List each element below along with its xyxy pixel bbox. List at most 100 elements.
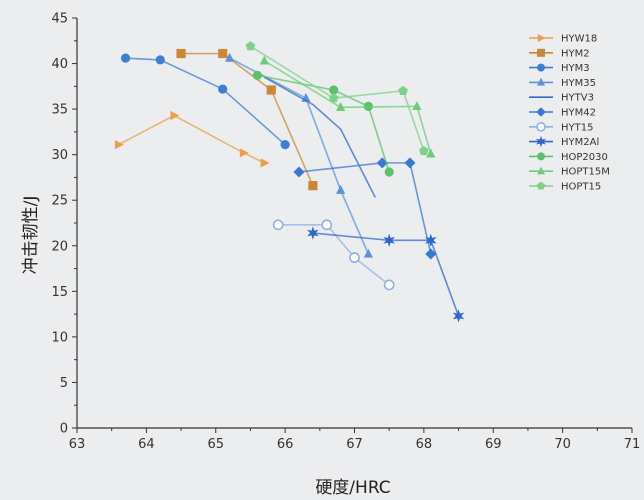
series-hym2al	[307, 226, 465, 323]
legend-label: HYM42	[561, 108, 596, 119]
y-tick-label: 40	[51, 57, 68, 72]
legend-marker	[537, 166, 545, 175]
data-point	[404, 157, 416, 169]
y-tick-label: 45	[51, 12, 68, 27]
data-point	[308, 181, 318, 191]
data-point	[260, 158, 270, 168]
data-point	[120, 53, 131, 63]
series-line	[298, 162, 432, 255]
legend-item: HOPT15M	[529, 166, 610, 178]
legend-label: HYW18	[561, 34, 597, 45]
data-point	[383, 233, 395, 247]
data-point	[170, 110, 180, 121]
series-hop2030	[252, 70, 394, 177]
data-point	[280, 140, 290, 150]
legend-item: HYM42	[529, 107, 596, 119]
data-point	[425, 248, 437, 260]
legend-label: HYTV3	[561, 93, 594, 104]
series-line	[250, 45, 425, 152]
legend-marker	[537, 77, 545, 86]
y-tick-label: 20	[51, 239, 68, 254]
x-tick-label: 69	[485, 437, 502, 452]
series-hopt15	[245, 41, 429, 156]
data-point	[426, 148, 436, 158]
x-ticks: 63 64 65 66 67 68 69 70 71	[69, 428, 640, 452]
data-point	[425, 233, 437, 247]
data-point	[329, 85, 339, 95]
legend: HYW18 HYM2 HYM3 HYM35 HYTV3 HYM42 HYT15 HYM2Al H…	[529, 34, 610, 193]
data-point	[245, 41, 256, 51]
series-line	[278, 224, 390, 286]
legend-item: HYM3	[529, 63, 590, 74]
data-point	[349, 252, 360, 264]
legend-label: HYM2Al	[561, 137, 599, 148]
y-tick-label: 0	[60, 422, 68, 437]
series-hopt15m	[259, 55, 436, 158]
legend-item: HYM2	[529, 48, 590, 59]
legend-marker	[537, 63, 545, 72]
x-axis-label: 硬度/HRC	[315, 478, 390, 498]
x-tick-label: 63	[69, 437, 86, 452]
legend-item: HYT15	[529, 122, 593, 133]
series-line	[257, 74, 390, 173]
series-hytv3	[260, 72, 377, 203]
data-point	[383, 279, 395, 291]
data-point	[225, 52, 235, 62]
x-tick-label: 68	[416, 437, 433, 452]
legend-marker	[537, 34, 546, 42]
legend-item: HYM35	[529, 77, 596, 89]
y-ticks: 0 5 10 15 20 25 30 35 40 45	[51, 12, 77, 437]
legend-marker	[536, 181, 546, 190]
legend-item: HYTV3	[529, 93, 594, 104]
x-tick-label: 64	[138, 437, 155, 452]
series-hym3	[120, 53, 290, 150]
legend-marker	[535, 135, 547, 148]
data-point	[376, 157, 388, 169]
legend-label: HOP2030	[561, 152, 608, 163]
data-point	[259, 55, 269, 65]
legend-item: HOP2030	[529, 152, 608, 163]
data-point	[336, 184, 346, 194]
legend-label: HYM2	[561, 48, 590, 59]
legend-label: HOPT15	[561, 182, 601, 193]
x-tick-label: 70	[554, 437, 571, 452]
data-point	[384, 167, 394, 177]
y-tick-label: 35	[51, 103, 68, 118]
series-hyw18	[114, 110, 270, 168]
data-point	[239, 148, 249, 158]
series-layer	[114, 41, 465, 323]
data-point	[412, 101, 422, 111]
series-hym2	[176, 48, 318, 191]
data-point	[176, 48, 186, 59]
legend-item: HYW18	[529, 34, 597, 45]
data-point	[307, 226, 319, 240]
series-hym42	[293, 157, 437, 260]
x-tick-label: 67	[346, 437, 363, 452]
series-hyt15	[272, 219, 395, 291]
data-point	[114, 140, 124, 150]
data-point	[363, 248, 373, 258]
x-tick-label: 66	[277, 437, 294, 452]
series-line	[263, 76, 377, 198]
data-point	[293, 166, 305, 178]
y-tick-label: 25	[51, 194, 68, 209]
data-point	[328, 93, 339, 103]
x-tick-label: 65	[207, 437, 224, 452]
legend-item: HOPT15	[529, 182, 601, 193]
series-line	[263, 60, 432, 154]
legend-label: HYM35	[561, 78, 596, 89]
data-point	[266, 85, 276, 95]
data-point	[398, 85, 408, 95]
data-point	[336, 102, 346, 111]
data-point	[252, 70, 262, 80]
data-point	[218, 48, 228, 59]
data-point	[155, 55, 165, 65]
legend-label: HYT15	[561, 122, 593, 133]
legend-marker	[536, 107, 546, 117]
series-line	[118, 114, 265, 164]
legend-label: HOPT15M	[561, 167, 610, 178]
data-point	[452, 309, 465, 323]
legend-label: HYM3	[561, 63, 590, 74]
legend-marker	[537, 152, 545, 161]
